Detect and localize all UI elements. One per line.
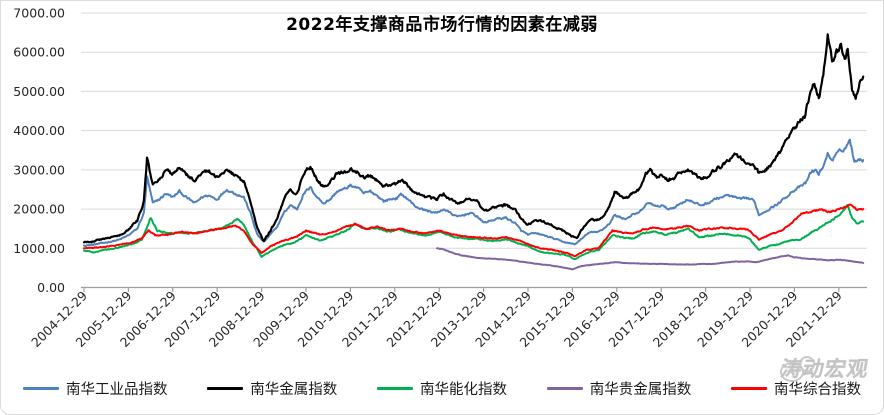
legend-item-energy-chemical: 南华能化指数 [377,378,507,399]
legend-label-energy-chemical: 南华能化指数 [420,381,507,398]
y-axis-tick-label: 3000.00 [13,162,65,177]
series-line-precious-metal [436,247,865,271]
legend-item-composite: 南华综合指数 [731,378,861,399]
chart-title: 2022年支撑商品市场行情的因素在减弱 [286,15,598,35]
y-axis-tick-label: 1000.00 [13,241,65,256]
legend-item-industrial: 南华工业品指数 [23,378,168,399]
y-axis-tick-label: 6000.00 [13,45,65,60]
y-axis-tick-label: 0.00 [37,280,65,295]
legend-item-precious-metal: 南华贵金属指数 [546,378,692,399]
legend-line-swatch-precious-metal [546,386,583,390]
series-line-composite [83,203,865,258]
series-line-industrial [83,138,865,248]
legend-item-metal: 南华金属指数 [207,378,337,399]
y-axis-tick-label: 4000.00 [13,123,65,138]
y-axis-tick-label: 2000.00 [13,202,65,217]
legend-line-swatch-industrial [23,386,59,390]
legend-line-swatch-metal [207,386,244,390]
line-chart-plot: 0.00 1000.00 2000.00 3000.00 4000.00 5000.00 6… [13,6,867,350]
legend-label-precious-metal: 南华贵金属指数 [589,381,692,398]
legend-line-swatch-composite [731,386,767,390]
y-axis-tick-label: 7000.00 [13,6,65,21]
legend-label-metal: 南华金属指数 [250,381,338,398]
chart-legend: 南华工业品指数 南华金属指数 南华能化指数 南华贵金属指数 南华综合指数 [1,370,883,406]
legend-line-swatch-energy-chemical [377,386,413,390]
legend-label-industrial: 南华工业品指数 [66,381,168,398]
series-line-metal [82,33,865,244]
legend-label-composite: 南华综合指数 [774,381,861,398]
y-axis-tick-label: 5000.00 [13,84,65,99]
